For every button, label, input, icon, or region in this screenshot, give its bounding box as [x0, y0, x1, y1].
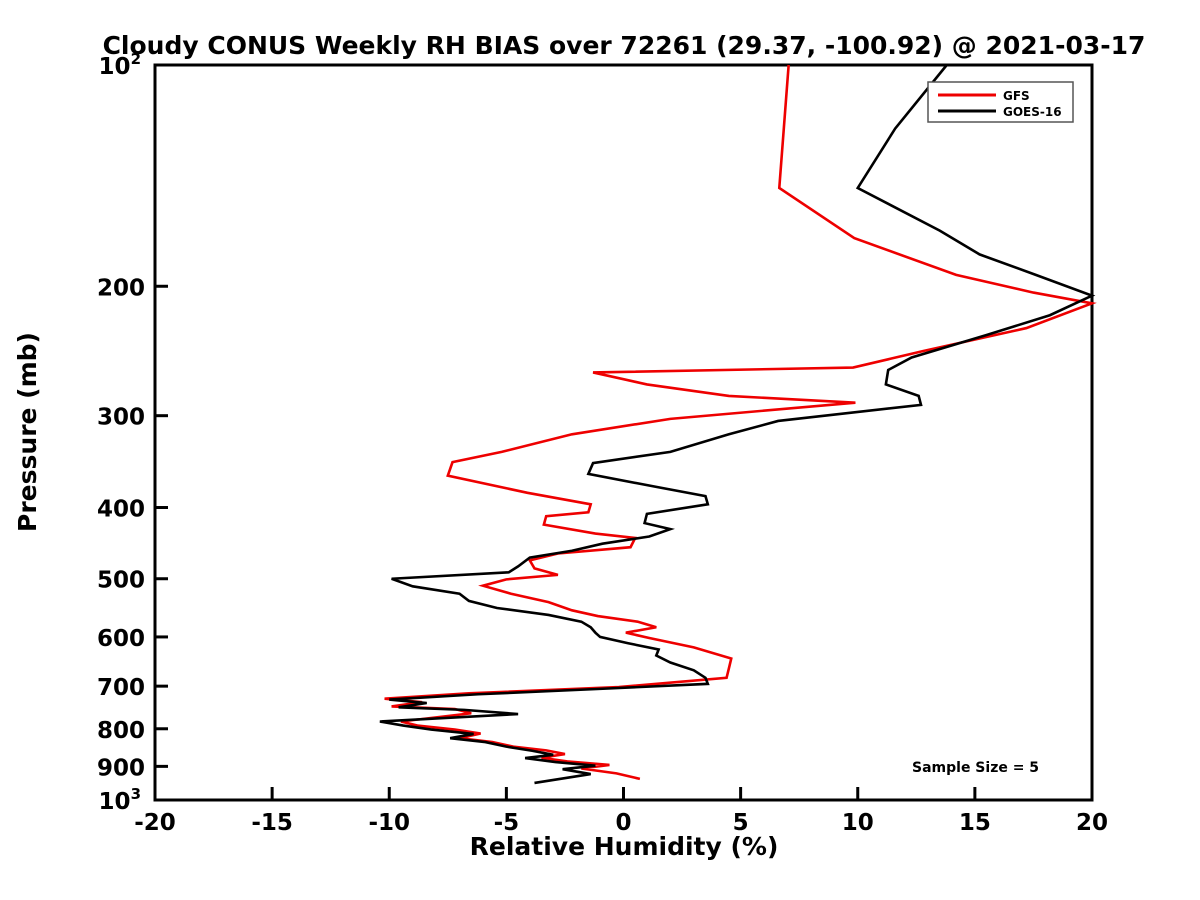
- y-tick-label: 700: [97, 675, 145, 701]
- y-tick-label: 200: [97, 275, 145, 301]
- chart-title: Cloudy CONUS Weekly RH BIAS over 72261 (…: [103, 31, 1146, 60]
- y-tick-label: 600: [97, 626, 145, 652]
- y-tick-label: 300: [97, 405, 145, 431]
- x-tick-label: -10: [368, 810, 410, 836]
- y-tick-label: 400: [97, 497, 145, 523]
- y-axis-ticks: 102 200 300 400 500 600 700 800 900 103: [97, 50, 168, 815]
- y-tick-label: 500: [97, 568, 145, 594]
- x-tick-label: 10: [842, 810, 874, 836]
- legend-label-goes16: GOES-16: [1003, 105, 1062, 119]
- legend-label-gfs: GFS: [1003, 89, 1030, 103]
- x-tick-label: 20: [1076, 810, 1108, 836]
- legend-box: [927, 81, 1074, 123]
- x-tick-label: -5: [494, 810, 520, 836]
- y-tick-label: 103: [99, 785, 141, 815]
- y-axis-label: Pressure (mb): [13, 332, 42, 532]
- y-tick-label: 800: [97, 718, 145, 744]
- y-tick-label: 900: [97, 755, 145, 781]
- legend-item-goes16[interactable]: GOES-16: [938, 105, 1062, 119]
- chart-legend[interactable]: GFS GOES-16: [927, 81, 1074, 123]
- series-line-goes-16: [379, 64, 1096, 785]
- x-tick-label: -20: [134, 810, 176, 836]
- plot-frame: [153, 63, 1094, 802]
- x-tick-label: 5: [733, 810, 749, 836]
- x-axis-ticks: -20 -15 -10 -5 0 5 10 15 20: [134, 787, 1108, 836]
- series-line-gfs: [384, 64, 1097, 781]
- x-tick-label: 15: [959, 810, 991, 836]
- x-tick-label: 0: [615, 810, 631, 836]
- x-tick-label: -15: [251, 810, 293, 836]
- sample-size-annotation: Sample Size = 5: [912, 760, 1039, 776]
- y-tick-label: 102: [99, 50, 141, 80]
- data-series-layer: [379, 64, 1097, 785]
- legend-item-gfs[interactable]: GFS: [938, 89, 1030, 103]
- x-axis-label: Relative Humidity (%): [470, 832, 779, 861]
